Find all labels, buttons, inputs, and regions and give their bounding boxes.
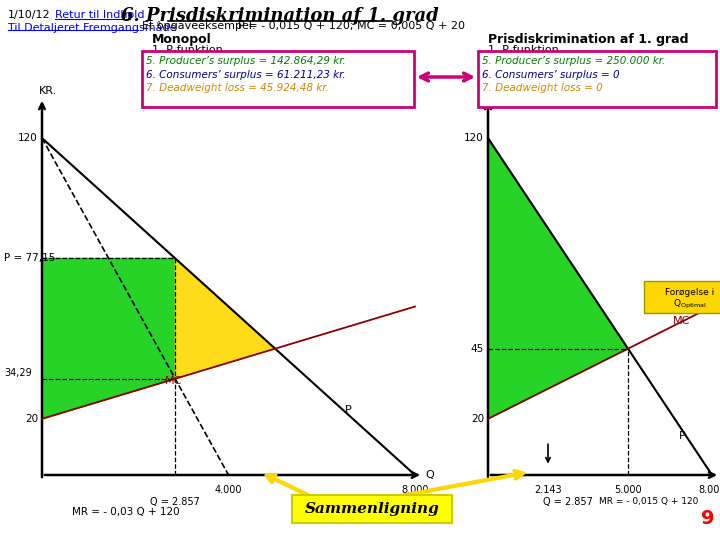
Text: 9: 9	[701, 509, 714, 528]
Text: 1/10/12: 1/10/12	[8, 10, 50, 20]
Text: Prisdiskrimination af 1. grad: Prisdiskrimination af 1. grad	[488, 33, 688, 46]
Text: 3. MC-funktion: 3. MC-funktion	[488, 75, 570, 85]
Text: 120: 120	[18, 133, 38, 143]
Polygon shape	[42, 259, 175, 419]
Text: 7. Deadweight loss = 45.924,48 kr.: 7. Deadweight loss = 45.924,48 kr.	[146, 83, 329, 93]
Text: 5. Producer’s surplus = 142.864,29 kr.: 5. Producer’s surplus = 142.864,29 kr.	[146, 56, 346, 66]
Text: KR.: KR.	[39, 86, 58, 96]
Text: 120: 120	[464, 133, 484, 143]
Text: 6. Prisdiskrimination af 1. grad: 6. Prisdiskrimination af 1. grad	[121, 7, 439, 25]
Text: 1. P-funktion: 1. P-funktion	[488, 45, 559, 55]
Text: 20: 20	[25, 414, 38, 424]
Text: MC: MC	[672, 315, 690, 326]
Text: Q = 2.857: Q = 2.857	[543, 497, 593, 507]
FancyBboxPatch shape	[644, 281, 720, 313]
Text: 3. MC-funktion: 3. MC-funktion	[152, 75, 233, 85]
Text: Et opgaveeksempel:: Et opgaveeksempel:	[142, 21, 256, 31]
Text: Monopol: Monopol	[152, 33, 212, 46]
Text: Til Detaljeret Fremgangsmåde: Til Detaljeret Fremgangsmåde	[8, 21, 176, 33]
Text: Q = 2.857: Q = 2.857	[150, 497, 200, 507]
Polygon shape	[488, 138, 628, 419]
Text: 4. Optimering: 4. Optimering	[488, 90, 565, 100]
Text: 6. Consumers’ surplus = 61.211,23 kr.: 6. Consumers’ surplus = 61.211,23 kr.	[146, 70, 346, 80]
Text: Sammenligning: Sammenligning	[305, 502, 439, 516]
Text: 8.000: 8.000	[401, 485, 428, 495]
Text: 4.000: 4.000	[215, 485, 242, 495]
Text: P: P	[678, 431, 685, 441]
FancyBboxPatch shape	[478, 51, 716, 107]
Text: P = 77,15: P = 77,15	[4, 253, 55, 264]
Text: 2. MR-funktion: 2. MR-funktion	[488, 60, 570, 70]
Text: MC: MC	[165, 376, 183, 386]
Polygon shape	[42, 138, 175, 259]
Text: P = - 0,015 Q + 120; MC = 0,005 Q + 20: P = - 0,015 Q + 120; MC = 0,005 Q + 20	[238, 21, 465, 31]
Text: 5.000: 5.000	[614, 485, 642, 495]
Text: 8.000: 8.000	[698, 485, 720, 495]
Polygon shape	[175, 259, 275, 379]
Text: 45: 45	[471, 343, 484, 354]
Text: 1. P-funktion: 1. P-funktion	[152, 45, 222, 55]
FancyBboxPatch shape	[142, 51, 414, 107]
Text: KR.: KR.	[485, 86, 503, 96]
Text: Forøgelse i: Forøgelse i	[665, 288, 714, 296]
Text: 4. Optimering: 4. Optimering	[152, 90, 229, 100]
Text: Retur til Indhold: Retur til Indhold	[55, 10, 145, 20]
Text: 2.143: 2.143	[534, 485, 562, 495]
Text: Q$_{\rm Optimal}$: Q$_{\rm Optimal}$	[673, 298, 706, 310]
Text: Q: Q	[425, 470, 433, 480]
Text: P: P	[345, 406, 352, 415]
Text: MR = - 0,015 Q + 120: MR = - 0,015 Q + 120	[598, 497, 698, 506]
FancyBboxPatch shape	[292, 495, 452, 523]
Text: MR = - 0,03 Q + 120: MR = - 0,03 Q + 120	[72, 507, 180, 517]
Text: 34,29: 34,29	[4, 368, 32, 378]
Text: 20: 20	[471, 414, 484, 424]
Text: 2. MR-funktion: 2. MR-funktion	[152, 60, 233, 70]
Text: 6. Consumers’ surplus = 0: 6. Consumers’ surplus = 0	[482, 70, 620, 80]
Text: 5. Producer’s surplus = 250.000 kr.: 5. Producer’s surplus = 250.000 kr.	[482, 56, 665, 66]
Text: 7. Deadweight loss = 0: 7. Deadweight loss = 0	[482, 83, 603, 93]
